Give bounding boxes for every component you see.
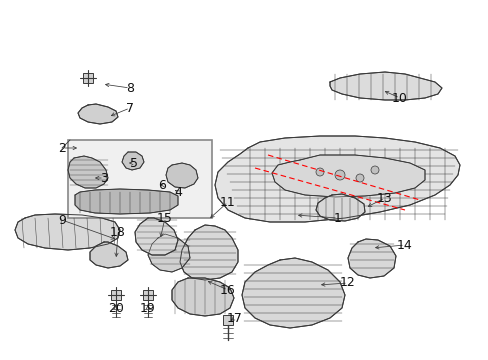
Polygon shape — [142, 290, 153, 300]
Polygon shape — [83, 73, 93, 83]
Polygon shape — [90, 242, 128, 268]
Text: 16: 16 — [220, 284, 235, 297]
Text: 13: 13 — [376, 192, 392, 204]
Text: 3: 3 — [100, 171, 108, 185]
Text: 11: 11 — [220, 195, 235, 208]
Polygon shape — [329, 72, 441, 100]
Circle shape — [315, 168, 324, 176]
Text: 4: 4 — [174, 185, 182, 198]
Text: 17: 17 — [226, 311, 243, 324]
Text: 6: 6 — [158, 179, 165, 192]
Text: 14: 14 — [396, 239, 412, 252]
Polygon shape — [180, 225, 238, 280]
Circle shape — [334, 170, 345, 180]
Polygon shape — [223, 315, 232, 325]
Circle shape — [370, 166, 378, 174]
Text: 15: 15 — [157, 212, 173, 225]
Text: 9: 9 — [58, 213, 66, 226]
Circle shape — [355, 174, 363, 182]
Polygon shape — [242, 258, 345, 328]
Text: 7: 7 — [126, 102, 134, 114]
Text: 5: 5 — [130, 157, 138, 170]
Polygon shape — [165, 163, 198, 188]
Text: 8: 8 — [126, 81, 134, 95]
Text: 10: 10 — [391, 91, 407, 104]
Polygon shape — [271, 155, 424, 197]
Polygon shape — [78, 104, 118, 124]
Polygon shape — [315, 194, 364, 221]
Text: 19: 19 — [140, 302, 156, 315]
Text: 18: 18 — [110, 225, 126, 239]
Text: 2: 2 — [58, 141, 66, 154]
Text: 20: 20 — [108, 302, 123, 315]
Text: 1: 1 — [333, 212, 341, 225]
Polygon shape — [148, 234, 190, 272]
Bar — [68, 140, 212, 218]
Polygon shape — [215, 136, 459, 222]
Text: 12: 12 — [340, 276, 355, 289]
Polygon shape — [75, 189, 178, 214]
Polygon shape — [135, 218, 178, 255]
Polygon shape — [347, 239, 395, 278]
Polygon shape — [15, 214, 120, 250]
Polygon shape — [111, 290, 121, 300]
Polygon shape — [68, 156, 108, 188]
Polygon shape — [122, 152, 143, 170]
Polygon shape — [172, 278, 234, 316]
